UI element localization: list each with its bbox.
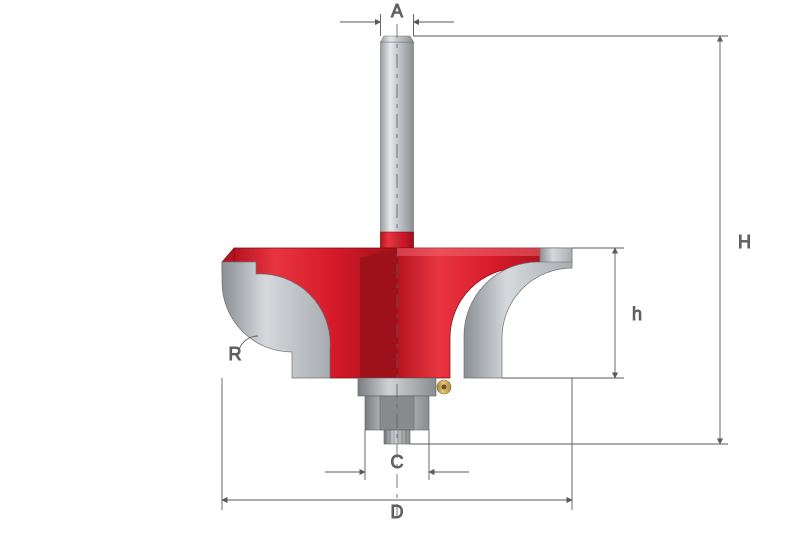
label-A: A <box>391 1 403 21</box>
dim-H: H <box>410 36 751 444</box>
router-bit <box>222 24 572 516</box>
router-bit-diagram: A H h R C <box>0 0 800 533</box>
label-C: C <box>391 452 404 472</box>
bearing-assembly <box>358 378 451 444</box>
label-R: R <box>229 344 242 364</box>
label-h: h <box>632 304 642 324</box>
label-H: H <box>738 232 751 252</box>
label-D: D <box>391 502 404 522</box>
